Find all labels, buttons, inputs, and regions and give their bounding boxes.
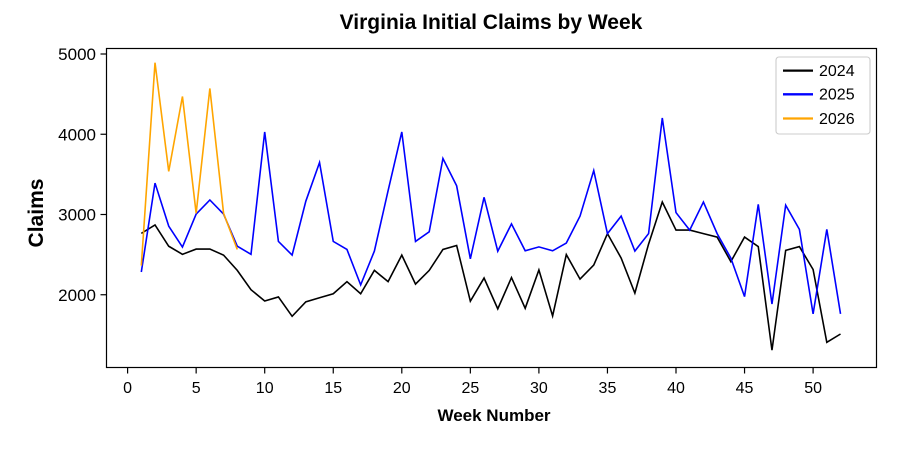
svg-text:2025: 2025: [819, 87, 855, 104]
svg-text:Virginia Initial Claims by Wee: Virginia Initial Claims by Week: [340, 11, 643, 34]
svg-text:15: 15: [324, 380, 342, 397]
svg-text:5000: 5000: [58, 45, 96, 64]
svg-text:35: 35: [599, 380, 617, 397]
svg-text:50: 50: [804, 380, 822, 397]
svg-text:0: 0: [123, 380, 132, 397]
svg-text:Claims: Claims: [25, 179, 48, 248]
svg-text:45: 45: [736, 380, 754, 397]
svg-text:20: 20: [393, 380, 411, 397]
svg-text:10: 10: [256, 380, 274, 397]
svg-text:Week Number: Week Number: [437, 406, 550, 425]
svg-text:5: 5: [192, 380, 201, 397]
svg-text:2024: 2024: [819, 63, 855, 80]
svg-text:4000: 4000: [58, 125, 96, 144]
svg-text:25: 25: [461, 380, 479, 397]
svg-text:30: 30: [530, 380, 548, 397]
svg-text:2000: 2000: [58, 286, 96, 305]
svg-text:3000: 3000: [58, 206, 96, 225]
svg-text:40: 40: [667, 380, 685, 397]
svg-text:2026: 2026: [819, 111, 855, 128]
